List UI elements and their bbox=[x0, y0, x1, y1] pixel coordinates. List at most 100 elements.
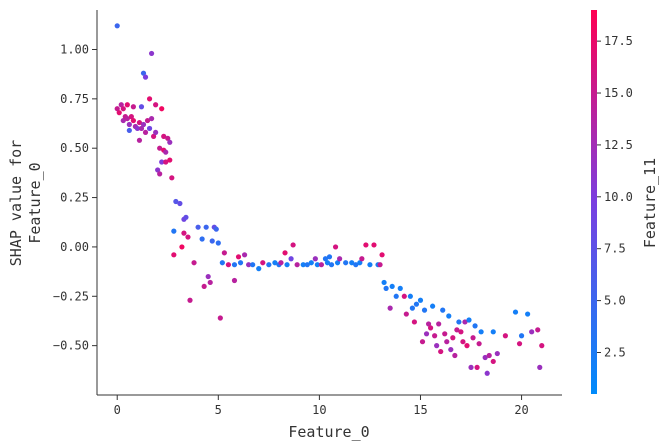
colorbar-tick-label: 12.5 bbox=[604, 138, 633, 152]
scatter-point bbox=[425, 321, 432, 327]
scatter-point bbox=[124, 102, 130, 108]
scatter-point bbox=[379, 252, 385, 258]
scatter-point bbox=[452, 352, 458, 359]
scatter-point bbox=[308, 260, 314, 266]
y-tick-label: 0.00 bbox=[60, 240, 89, 254]
scatter-point bbox=[195, 224, 201, 230]
colorbar-gradient bbox=[591, 10, 597, 394]
y-tick-label: 0.25 bbox=[60, 191, 89, 205]
colorbar-tick-label: 10.0 bbox=[604, 190, 633, 204]
x-tick-label: 5 bbox=[215, 403, 222, 417]
scatter-point bbox=[417, 297, 424, 303]
scatter-point bbox=[535, 327, 541, 333]
scatter-point bbox=[163, 149, 169, 155]
scatter-point bbox=[413, 301, 420, 307]
scatter-point bbox=[167, 157, 173, 163]
scatter-point bbox=[353, 262, 359, 268]
colorbar-tick-label: 5.0 bbox=[604, 294, 626, 308]
scatter-point bbox=[159, 159, 165, 165]
scatter-point bbox=[432, 333, 438, 339]
scatter-point bbox=[377, 262, 383, 268]
scatter-point bbox=[237, 260, 244, 266]
scatter-point bbox=[225, 262, 232, 268]
scatter-point bbox=[430, 303, 436, 309]
scatter-point bbox=[136, 119, 143, 126]
x-tick-label: 20 bbox=[514, 403, 528, 417]
scatter-point bbox=[161, 133, 167, 139]
scatter-point bbox=[326, 254, 333, 260]
colorbar-tick-label: 2.5 bbox=[604, 345, 626, 359]
scatter-point bbox=[235, 254, 242, 260]
colorbar: 2.5 5.0 7.5 10.0 12.5 15.0 17.5 Feature_11 bbox=[591, 10, 659, 394]
scatter-point bbox=[383, 285, 389, 291]
scatter-point bbox=[185, 234, 191, 240]
scatter-point bbox=[367, 262, 373, 268]
scatter-point bbox=[334, 260, 341, 266]
colorbar-ticks: 2.5 5.0 7.5 10.0 12.5 15.0 17.5 bbox=[597, 34, 633, 359]
scatter-point bbox=[213, 226, 219, 232]
scatter-point bbox=[294, 262, 300, 268]
y-axis-label-line-1: SHAP value for bbox=[7, 140, 25, 266]
scatter-point bbox=[165, 135, 171, 141]
y-tick-label: −0.50 bbox=[53, 339, 89, 353]
scatter-point bbox=[177, 200, 183, 207]
scatter-point bbox=[153, 102, 159, 108]
scatter-point bbox=[159, 106, 165, 112]
scatter-point bbox=[393, 293, 399, 299]
scatter-point bbox=[484, 370, 490, 376]
y-tick-label: 1.00 bbox=[60, 42, 89, 56]
scatter-point bbox=[169, 175, 175, 181]
scatter-point bbox=[407, 293, 413, 299]
scatter-point bbox=[282, 250, 288, 256]
scatter-point bbox=[411, 319, 418, 325]
scatter-point bbox=[128, 114, 134, 120]
scatter-point bbox=[502, 333, 508, 339]
scatter-point bbox=[486, 352, 492, 359]
scatter-point bbox=[142, 129, 149, 136]
scatter-point bbox=[201, 283, 207, 290]
scatter-point bbox=[187, 297, 193, 303]
scatter-point bbox=[421, 307, 428, 313]
scatter-point bbox=[529, 329, 535, 335]
scatter-point bbox=[444, 339, 450, 345]
colorbar-tick-label: 7.5 bbox=[604, 242, 626, 256]
plot-area: −0.50−0.250.000.250.500.751.00 0 5 10 15 20 … bbox=[7, 10, 562, 441]
scatter-point bbox=[537, 364, 543, 370]
scatter-point bbox=[124, 115, 130, 122]
scatter-point bbox=[126, 127, 132, 134]
scatter-point bbox=[440, 307, 446, 313]
scatter-point bbox=[140, 121, 147, 128]
scatter-point bbox=[357, 260, 363, 266]
scatter-point bbox=[171, 252, 177, 258]
scatter-point bbox=[231, 277, 238, 284]
scatter-point bbox=[464, 343, 470, 349]
scatter-point bbox=[363, 242, 369, 248]
colorbar-tick-label: 17.5 bbox=[604, 34, 633, 48]
scatter-point bbox=[151, 133, 157, 139]
scatter-point bbox=[173, 198, 179, 205]
scatter-point bbox=[155, 167, 161, 173]
scatter-point bbox=[324, 260, 331, 266]
scatter-point bbox=[438, 348, 444, 355]
scatter-point bbox=[456, 319, 462, 325]
scatter-point bbox=[314, 262, 320, 268]
scatter-point bbox=[458, 329, 464, 335]
scatter-point bbox=[442, 331, 448, 337]
scatter-point bbox=[163, 159, 169, 165]
scatter-point bbox=[120, 106, 126, 112]
scatter-point bbox=[539, 343, 545, 349]
scatter-point bbox=[284, 262, 290, 268]
scatter-point bbox=[153, 129, 159, 136]
scatter-point bbox=[512, 309, 519, 315]
scatter-point bbox=[171, 228, 177, 234]
scatter-point bbox=[215, 240, 221, 246]
scatter-point bbox=[460, 339, 466, 345]
scatter-point bbox=[157, 171, 163, 177]
scatter-point bbox=[403, 311, 409, 317]
scatter-point bbox=[332, 244, 339, 250]
scatter-point bbox=[312, 256, 318, 262]
scatter-point bbox=[381, 279, 387, 286]
scatter-point bbox=[231, 262, 238, 268]
scatter-point bbox=[221, 250, 227, 256]
